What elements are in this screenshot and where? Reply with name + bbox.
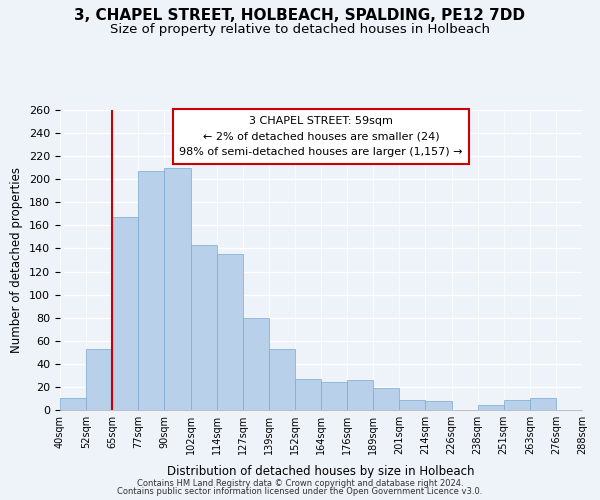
Bar [217,254,243,410]
Bar [347,380,373,410]
Bar [60,398,86,410]
Bar [295,379,321,410]
Text: Size of property relative to detached houses in Holbeach: Size of property relative to detached ho… [110,22,490,36]
Bar [86,349,112,410]
Bar [164,168,191,410]
Bar [112,218,139,410]
Text: 3 CHAPEL STREET: 59sqm
← 2% of detached houses are smaller (24)
98% of semi-deta: 3 CHAPEL STREET: 59sqm ← 2% of detached … [179,116,463,157]
Text: 3, CHAPEL STREET, HOLBEACH, SPALDING, PE12 7DD: 3, CHAPEL STREET, HOLBEACH, SPALDING, PE… [74,8,526,22]
Text: Contains public sector information licensed under the Open Government Licence v3: Contains public sector information licen… [118,487,482,496]
Bar [504,400,530,410]
Bar [478,406,504,410]
X-axis label: Distribution of detached houses by size in Holbeach: Distribution of detached houses by size … [167,466,475,478]
Bar [400,400,425,410]
Bar [530,398,556,410]
Bar [269,349,295,410]
Bar [321,382,347,410]
Y-axis label: Number of detached properties: Number of detached properties [10,167,23,353]
Bar [191,245,217,410]
Bar [425,401,452,410]
Text: Contains HM Land Registry data © Crown copyright and database right 2024.: Contains HM Land Registry data © Crown c… [137,478,463,488]
Bar [139,171,164,410]
Bar [243,318,269,410]
Bar [373,388,400,410]
